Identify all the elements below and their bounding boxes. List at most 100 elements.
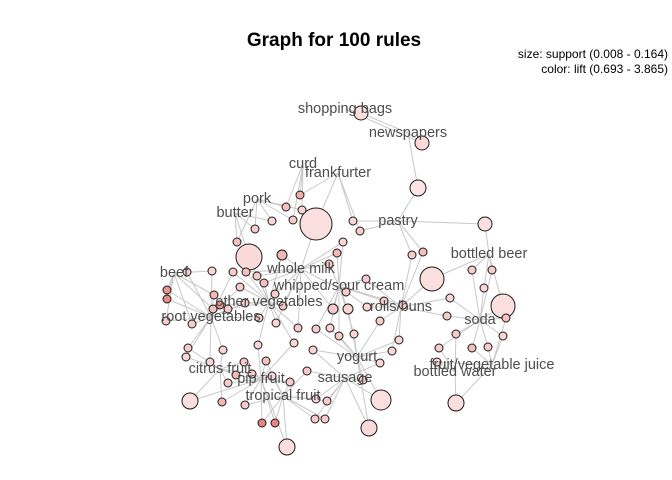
rule-node (387, 346, 397, 356)
item-label-pip-fruit: pip fruit (237, 371, 285, 387)
rule-node (362, 302, 372, 312)
rule-node (182, 267, 192, 277)
rule-node (228, 267, 238, 277)
rule-edge (219, 368, 223, 403)
rule-node (477, 216, 493, 232)
rule-node (239, 357, 249, 367)
rule-edge (260, 378, 263, 424)
rule-edge (210, 316, 224, 351)
rule-edge (173, 272, 214, 310)
rule-node (375, 358, 385, 368)
rule-node (467, 265, 477, 275)
rule-edge (479, 319, 504, 337)
rule-node (483, 342, 493, 352)
rule-edge (301, 163, 304, 211)
rule-edge (209, 316, 212, 363)
rule-edge (232, 271, 270, 303)
rule-edge (400, 251, 424, 308)
rule-node (332, 248, 342, 258)
rule-node (240, 298, 250, 308)
rule-edge (268, 301, 299, 329)
rule-node (419, 266, 445, 292)
item-label-whipped-sour-cream: whipped/sour cream (273, 278, 405, 294)
rule-node (209, 290, 219, 300)
rule-edge (260, 342, 295, 380)
rule-node (355, 226, 365, 236)
rule-edge (256, 198, 294, 221)
item-label-sausage: sausage (318, 370, 373, 386)
rule-node (270, 418, 280, 428)
rule-node (409, 179, 427, 197)
rule-node (349, 329, 359, 339)
rule-edge (400, 297, 451, 308)
rule-node (447, 394, 465, 412)
rule-node (288, 215, 298, 225)
rule-edge (324, 377, 346, 420)
rule-node (235, 243, 263, 271)
rule-node (353, 105, 369, 121)
rule-node (342, 303, 354, 315)
rule-edge (257, 344, 262, 380)
item-label-newspapers: newspapers (369, 125, 447, 141)
rule-edge (471, 269, 481, 321)
rule-node (360, 419, 378, 437)
item-label-citrus-fruit: citrus fruit (189, 361, 252, 377)
rule-edge (244, 378, 262, 406)
rule-node (310, 414, 320, 424)
rule-edge (436, 361, 493, 366)
rule-edge (407, 132, 419, 189)
rule-node (235, 282, 245, 292)
rule-edge (344, 362, 381, 379)
rule-node (231, 370, 241, 380)
item-label-butter: butter (216, 205, 253, 221)
rule-node (375, 316, 385, 326)
rule-node (501, 313, 511, 323)
rule-node (271, 318, 281, 328)
rule-node (322, 396, 332, 406)
item-label-bottled-water: bottled water (413, 364, 496, 380)
rule-node (205, 357, 215, 367)
rule-node (434, 343, 444, 353)
rule-node (358, 375, 368, 385)
rule-edge (245, 268, 302, 273)
graph-title: Graph for 100 rules (247, 30, 421, 51)
rule-edge (210, 316, 260, 319)
rule-edge (227, 378, 262, 384)
rule-node (259, 278, 269, 288)
rule-edge (282, 395, 317, 400)
rule-edge (344, 377, 370, 429)
rule-edge (397, 220, 413, 256)
rule-node (253, 340, 263, 350)
rule-node (183, 343, 193, 353)
rule-node (289, 338, 299, 348)
rule-node (320, 414, 330, 424)
rule-node (311, 324, 321, 334)
rule-edge (312, 349, 358, 358)
rule-edge (300, 241, 344, 270)
item-label-tropical-fruit: tropical fruit (246, 388, 321, 404)
rule-edge (221, 378, 262, 403)
rule-edge (268, 301, 295, 344)
rule-edge (257, 301, 270, 346)
rule-node (311, 394, 321, 404)
rule-node (241, 267, 251, 277)
rule-edge (297, 268, 302, 329)
rule-node (295, 190, 305, 200)
item-label-pastry: pastry (378, 213, 418, 229)
rule-edge (360, 112, 409, 134)
rule-node (257, 418, 267, 428)
item-label-beef: beef (160, 265, 189, 281)
rule-node (394, 335, 404, 345)
rule-edge (491, 335, 504, 366)
rule-node (232, 237, 242, 247)
rule-node (240, 400, 250, 410)
rule-node (341, 287, 351, 297)
rule-edge (479, 319, 489, 348)
rule-edge (254, 198, 258, 230)
legend-color: color: lift (0.693 - 3.865) (541, 62, 668, 76)
rule-edge (491, 317, 507, 366)
rule-node (451, 329, 461, 339)
item-label-pork: pork (243, 191, 272, 207)
